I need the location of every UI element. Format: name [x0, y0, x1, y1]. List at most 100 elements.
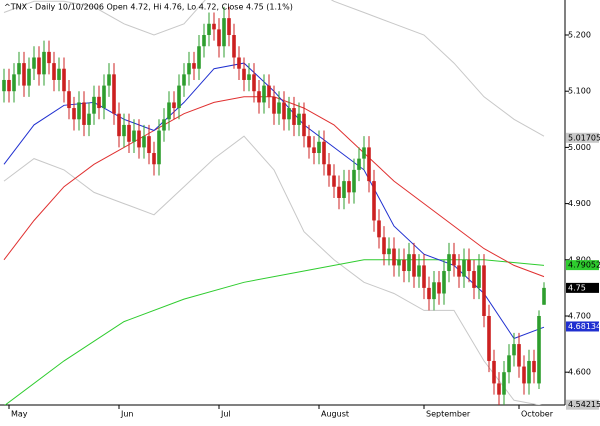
candle-body — [362, 147, 366, 159]
candle-body — [42, 51, 46, 75]
candle-body — [417, 265, 421, 277]
chart-title: ^TNX - Daily 10/10/2006 Open 4.72, Hi 4.… — [4, 3, 293, 12]
candle-body — [102, 85, 106, 109]
candle-body — [177, 85, 181, 109]
value-box — [566, 260, 599, 271]
candle-body — [197, 46, 201, 69]
candle-body — [172, 102, 176, 109]
candle-body — [317, 141, 321, 154]
moving-average — [3, 135, 542, 405]
candle-body — [452, 254, 456, 266]
candle-body — [112, 74, 116, 114]
candle-body — [442, 271, 446, 294]
value-box — [566, 399, 599, 410]
candle-body — [322, 141, 326, 165]
candle-body — [537, 315, 541, 384]
candle-body — [212, 23, 216, 30]
candle-body — [152, 153, 156, 165]
candle-body — [307, 136, 311, 148]
candle-body — [497, 383, 501, 395]
candle-body — [517, 344, 521, 367]
candle-body — [342, 181, 346, 198]
candle-body — [487, 315, 491, 361]
candle-body — [37, 57, 41, 75]
candle-body — [237, 57, 241, 69]
candles — [2, 6, 546, 405]
candle-body — [72, 108, 76, 120]
y-tick-label: 4.600 — [568, 368, 591, 377]
candle-body — [32, 57, 36, 69]
candle-body — [282, 102, 286, 120]
candle-body — [62, 68, 66, 92]
candle-body — [147, 136, 151, 154]
y-tick-label: 5.200 — [568, 31, 591, 40]
candle-body — [507, 355, 511, 373]
candle-body — [397, 259, 401, 266]
candle-body — [187, 63, 191, 75]
candle-body — [457, 265, 461, 277]
candle-body — [92, 96, 96, 114]
candle-body — [492, 360, 496, 384]
candle-body — [27, 68, 31, 86]
candle-body — [372, 181, 376, 221]
candle-body — [297, 113, 301, 125]
candle-body — [477, 265, 481, 288]
y-tick-label: 4.900 — [568, 199, 591, 208]
value-box-label: 4.54215 — [568, 400, 600, 409]
x-tick-label: September — [426, 410, 471, 419]
candle-body — [182, 74, 186, 86]
candle-body — [117, 113, 121, 137]
candle-body — [302, 113, 306, 137]
x-tick-label: Jul — [220, 410, 231, 419]
candle-body — [97, 96, 101, 109]
candle-body — [482, 265, 486, 316]
candle-body — [427, 287, 431, 300]
candle-body — [82, 102, 86, 125]
candle-body — [292, 108, 296, 125]
value-box — [566, 282, 599, 293]
value-box-label: 5.01705 — [568, 133, 600, 142]
candle-body — [437, 282, 441, 294]
y-tick-label: 4.700 — [568, 311, 591, 320]
candle-body — [52, 63, 56, 80]
candle-body — [17, 63, 21, 75]
x-tick-label: August — [321, 410, 349, 419]
candle-body — [467, 259, 471, 272]
candle-body — [222, 18, 226, 47]
candle-body — [47, 51, 51, 64]
candle-body — [137, 130, 141, 148]
candle-body — [512, 344, 516, 356]
candle-body — [447, 254, 451, 272]
candle-body — [337, 186, 341, 198]
candle-body — [347, 181, 351, 193]
candle-body — [432, 282, 436, 300]
value-box-label: 4.75 — [568, 283, 586, 292]
candle-body — [87, 113, 91, 125]
y-tick-label: 5.100 — [568, 87, 591, 96]
candle-body — [532, 360, 536, 373]
candle-body — [327, 164, 331, 176]
value-box-label: 4.68134 — [568, 322, 600, 331]
candle-body — [247, 74, 251, 80]
candle-body — [132, 130, 136, 142]
candle-body — [522, 366, 526, 384]
candle-body — [542, 287, 546, 305]
candle-body — [157, 130, 161, 165]
candle-body — [202, 35, 206, 47]
candle-body — [332, 175, 336, 187]
candle-body — [67, 91, 71, 109]
y-tick-label: 4.800 — [568, 255, 591, 264]
candle-body — [207, 23, 211, 36]
candle-body — [392, 248, 396, 266]
candle-body — [232, 35, 236, 58]
candle-body — [407, 254, 411, 272]
candle-body — [22, 63, 26, 86]
candle-body — [57, 68, 61, 80]
candle-body — [422, 265, 426, 288]
candle-body — [387, 248, 391, 255]
x-tick-label: May — [11, 410, 28, 419]
candle-body — [162, 119, 166, 131]
candle-body — [107, 74, 111, 86]
candle-body — [272, 96, 276, 114]
